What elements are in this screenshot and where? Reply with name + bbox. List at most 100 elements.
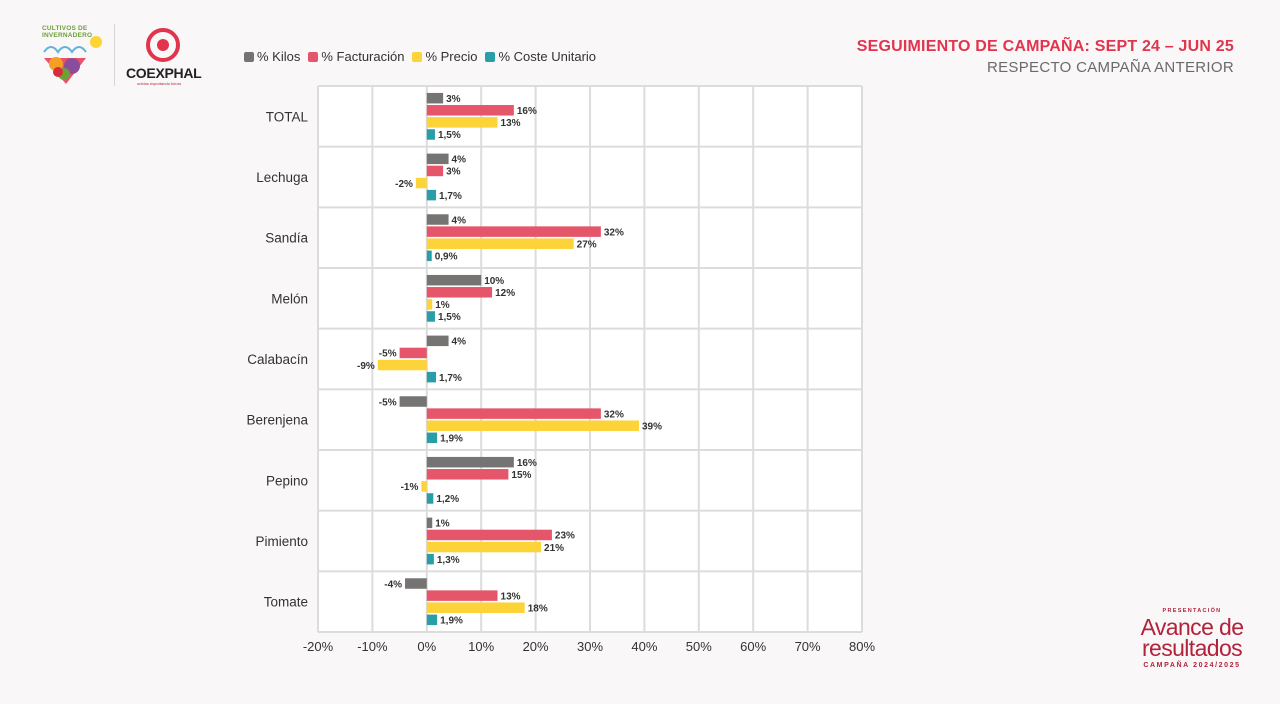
data-label-kilos-calabacin: 4% — [452, 337, 467, 348]
data-label-coste-unitario-tomate: 1,9% — [440, 616, 463, 627]
bar-precio-calabacin — [377, 359, 427, 371]
data-label-coste-unitario-pimiento: 1,3% — [437, 555, 460, 566]
x-tick-label: 80% — [849, 639, 875, 654]
bar-kilos-tomate — [405, 578, 427, 589]
data-label-facturacion-tomate: 13% — [501, 591, 521, 602]
data-label-facturacion-melon: 12% — [495, 288, 515, 299]
data-label-precio-tomate: 18% — [528, 603, 548, 614]
legend-label-kilos: % Kilos — [257, 49, 301, 64]
cultivos-logo-text: CULTIVOS DE INVERNADERO — [42, 25, 93, 39]
bar-coste-unitario-lechuga — [426, 189, 437, 201]
x-tick-label: 10% — [468, 639, 494, 654]
chart-legend: % Kilos % Facturación % Precio % Coste U… — [244, 49, 596, 64]
legend-swatch-facturacion — [308, 51, 319, 62]
data-label-facturacion-calabacin: -5% — [379, 349, 397, 360]
bar-facturacion-melon — [426, 287, 493, 298]
data-label-kilos-lechuga: 4% — [452, 155, 467, 166]
data-label-coste-unitario-calabacin: 1,7% — [439, 373, 462, 384]
data-label-kilos-pimiento: 1% — [435, 519, 450, 530]
bar-kilos-calabacin — [426, 335, 449, 347]
bar-coste-unitario-sandia — [426, 250, 432, 262]
bar-precio-total — [426, 117, 498, 128]
bar-facturacion-berenjena — [426, 408, 601, 419]
bar-coste-unitario-pepino — [426, 493, 434, 504]
bar-precio-melon — [426, 299, 433, 310]
bar-kilos-total — [426, 92, 444, 104]
page-subtitle: RESPECTO CAMPAÑA ANTERIOR — [987, 59, 1234, 76]
legend-item-facturacion: % Facturación — [308, 49, 404, 64]
bar-facturacion-pepino — [426, 469, 509, 480]
x-tick-label: 30% — [577, 639, 603, 654]
bar-facturacion-pimiento — [426, 529, 552, 541]
bar-coste-unitario-melon — [426, 311, 435, 322]
bar-coste-unitario-pimiento — [426, 553, 434, 565]
bar-facturacion-calabacin — [399, 347, 427, 359]
bar-coste-unitario-calabacin — [426, 371, 437, 383]
data-label-precio-melon: 1% — [435, 300, 450, 311]
x-tick-label: 40% — [631, 639, 657, 654]
brand-main: Avance de resultados — [1140, 614, 1244, 661]
bar-kilos-lechuga — [426, 153, 449, 165]
data-label-kilos-total: 3% — [446, 94, 461, 105]
bar-coste-unitario-berenjena — [426, 432, 438, 444]
coexphal-logo-mark — [146, 28, 180, 62]
coexphal-logo-text: COEXPHAL — [126, 65, 202, 81]
x-tick-label: 60% — [740, 639, 766, 654]
category-label-calabacin: Calabacín — [247, 352, 308, 367]
legend-item-kilos: % Kilos — [244, 49, 300, 64]
category-label-tomate: Tomate — [264, 595, 308, 610]
data-label-precio-pimiento: 21% — [544, 543, 564, 554]
bar-precio-tomate — [426, 602, 525, 613]
data-label-kilos-berenjena: -5% — [379, 397, 397, 408]
legend-label-coste: % Coste Unitario — [498, 49, 597, 64]
data-label-precio-pepino: -1% — [401, 482, 419, 493]
legend-label-facturacion: % Facturación — [321, 49, 405, 64]
x-tick-label: 50% — [686, 639, 712, 654]
data-label-coste-unitario-berenjena: 1,9% — [440, 434, 463, 445]
bar-kilos-pepino — [426, 456, 514, 468]
data-label-facturacion-pimiento: 23% — [555, 531, 575, 542]
x-tick-label: 70% — [795, 639, 821, 654]
bar-kilos-berenjena — [399, 396, 427, 407]
data-label-facturacion-total: 16% — [517, 106, 537, 117]
bar-facturacion-tomate — [426, 590, 498, 601]
category-label-lechuga: Lechuga — [256, 170, 308, 185]
legend-swatch-coste — [485, 51, 496, 62]
data-label-precio-lechuga: -2% — [395, 179, 413, 190]
bar-facturacion-total — [426, 105, 514, 116]
category-label-melon: Melón — [271, 291, 308, 306]
brand-pre: PRESENTACIÓN — [1162, 608, 1222, 614]
bar-coste-unitario-total — [426, 129, 435, 140]
category-label-total: TOTAL — [266, 109, 309, 124]
bar-precio-sandia — [426, 238, 574, 249]
bar-precio-lechuga — [415, 177, 427, 189]
data-label-coste-unitario-lechuga: 1,7% — [439, 191, 462, 202]
data-label-precio-total: 13% — [501, 118, 521, 129]
data-label-coste-unitario-total: 1,5% — [438, 130, 461, 141]
page-title: SEGUIMIENTO DE CAMPAÑA: SEPT 24 – JUN 25 — [856, 38, 1234, 55]
presentation-brand: PRESENTACIÓN Avance de resultados CAMPAÑ… — [1128, 608, 1256, 669]
bar-coste-unitario-tomate — [426, 614, 438, 626]
legend-item-coste: % Coste Unitario — [485, 49, 596, 64]
bar-kilos-melon — [426, 274, 482, 286]
legend-swatch-precio — [412, 51, 423, 62]
data-label-precio-berenjena: 39% — [642, 421, 662, 432]
legend-item-precio: % Precio — [412, 49, 477, 64]
data-label-coste-unitario-pepino: 1,2% — [436, 494, 459, 505]
coexphal-tagline: unidos exportando futuro — [137, 81, 182, 86]
bar-facturacion-sandia — [426, 226, 601, 237]
data-label-kilos-melon: 10% — [484, 276, 504, 287]
category-label-pepino: Pepino — [266, 473, 308, 488]
category-label-berenjena: Berenjena — [246, 413, 308, 428]
x-tick-label: -10% — [357, 639, 388, 654]
brand-post: CAMPAÑA 2024/2025 — [1143, 662, 1241, 669]
x-tick-label: 0% — [417, 639, 436, 654]
category-label-sandia: Sandía — [265, 231, 308, 246]
bar-kilos-pimiento — [426, 517, 433, 529]
bar-kilos-sandia — [426, 214, 449, 225]
bar-precio-pimiento — [426, 541, 542, 553]
logo-divider — [114, 24, 115, 86]
data-label-kilos-sandia: 4% — [452, 215, 467, 226]
data-label-kilos-pepino: 16% — [517, 458, 537, 469]
